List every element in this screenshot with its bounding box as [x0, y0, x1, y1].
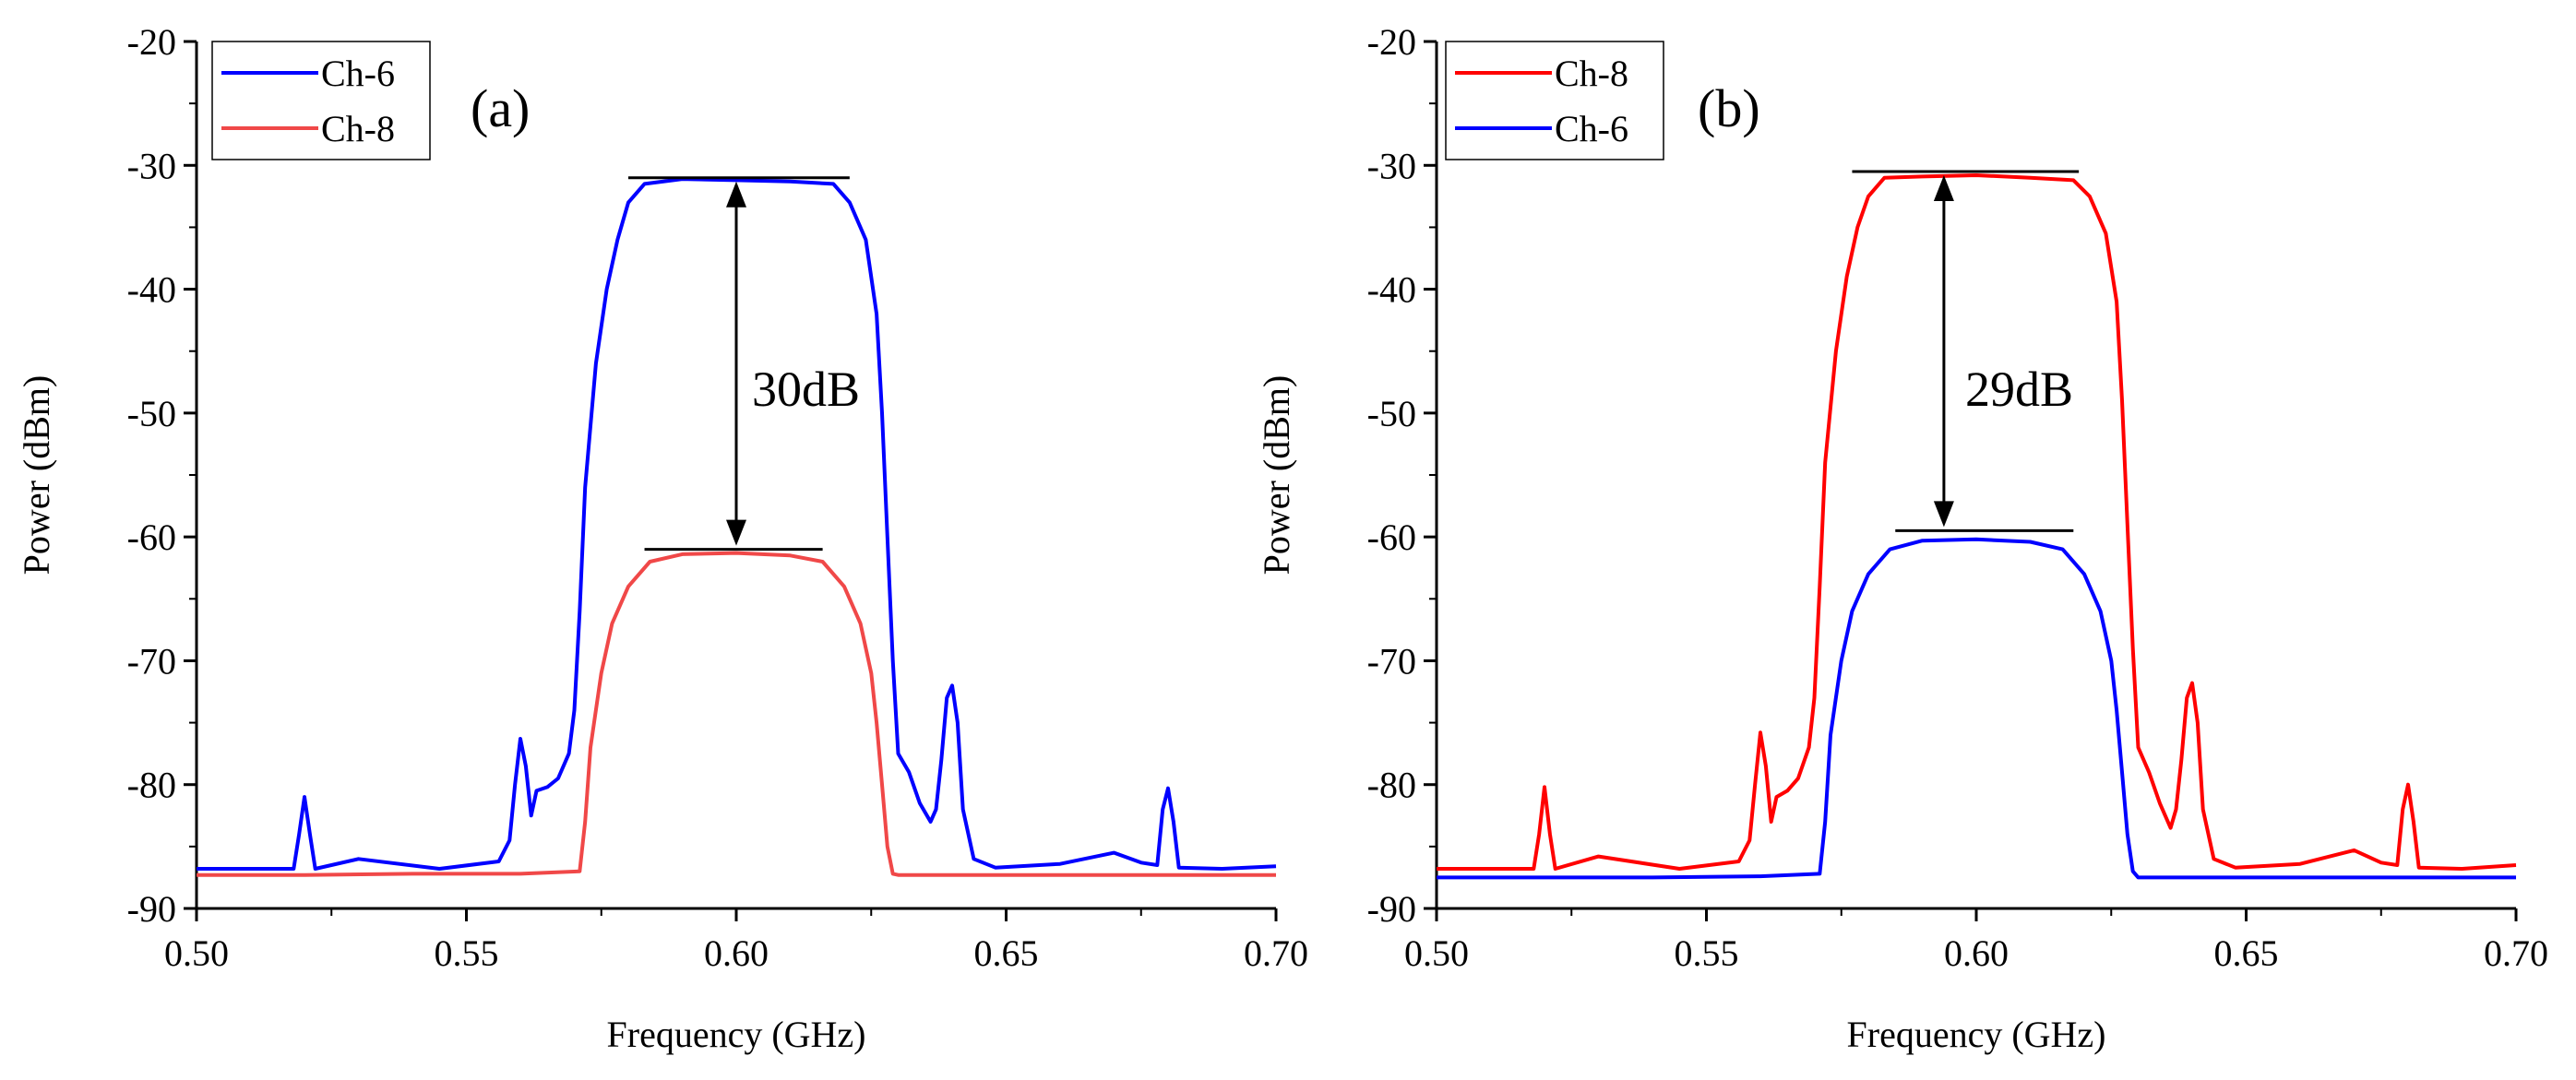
panel-b: -20 -30 -40 -50 -60 -70 -80 -900.50 0.55 0.60 0.65…	[1256, 21, 2548, 1055]
arrowhead-down	[726, 519, 746, 546]
y-tick-label: -90	[127, 888, 176, 930]
y-tick-label: -30	[1367, 145, 1416, 186]
series-line-ch-8	[197, 551, 1276, 877]
x-tick-label: 0.65	[2214, 932, 2279, 974]
y-tick-label: -80	[1367, 765, 1416, 806]
y-axis-title: Power (dBm)	[1256, 375, 1297, 576]
x-tick-label: 0.60	[704, 932, 769, 974]
x-tick-label: 0.50	[164, 932, 229, 974]
legend-box	[1445, 41, 1664, 160]
x-tick-label: 0.55	[1675, 932, 1739, 974]
panel-label: (a)	[471, 78, 530, 138]
x-tick-label: 0.55	[435, 932, 499, 974]
x-tick-label: 0.50	[1404, 932, 1469, 974]
x-tick-label: 0.70	[2484, 932, 2548, 974]
y-axis-title: Power (dBm)	[16, 375, 57, 576]
series-line-ch-8	[1437, 173, 2517, 871]
x-axis-title: Frequency (GHz)	[607, 1014, 866, 1055]
y-tick-label: -70	[1367, 640, 1416, 682]
y-tick-label: -30	[127, 145, 176, 186]
x-tick-label: 0.70	[1244, 932, 1308, 974]
y-tick-label: -40	[1367, 269, 1416, 311]
x-axis-title: Frequency (GHz)	[1847, 1014, 2106, 1055]
y-tick-label: -20	[1367, 21, 1416, 63]
y-tick-label: -40	[127, 269, 176, 311]
y-tick-label: -50	[1367, 393, 1416, 434]
y-tick-label: -60	[127, 516, 176, 558]
y-tick-label: -80	[127, 765, 176, 806]
arrowhead-down	[1933, 501, 1954, 528]
y-tick-label: -70	[127, 640, 176, 682]
legend-label: Ch-6	[1555, 108, 1628, 149]
y-tick-label: -90	[1367, 888, 1416, 930]
difference-label: 29dB	[1965, 362, 2073, 417]
panel-label: (b)	[1698, 78, 1760, 138]
legend-box	[211, 41, 431, 160]
y-tick-label: -60	[1367, 516, 1416, 558]
arrowhead-up	[726, 181, 746, 208]
y-tick-label: -50	[127, 393, 176, 434]
x-tick-label: 0.60	[1944, 932, 2009, 974]
series-line-ch-6	[1437, 537, 2516, 880]
panel-a: -20 -30 -40 -50 -60 -70 -80 -900.50 0.55 0.60 0.65…	[16, 21, 1308, 1055]
arrowhead-up	[1933, 175, 1954, 201]
x-tick-label: 0.65	[974, 932, 1039, 974]
series-line-ch-6	[197, 177, 1277, 871]
difference-label: 30dB	[752, 362, 860, 417]
y-tick-label: -20	[127, 21, 176, 63]
legend-label: Ch-6	[321, 53, 395, 94]
legend-label: Ch-8	[321, 108, 395, 149]
legend-label: Ch-8	[1555, 53, 1628, 94]
